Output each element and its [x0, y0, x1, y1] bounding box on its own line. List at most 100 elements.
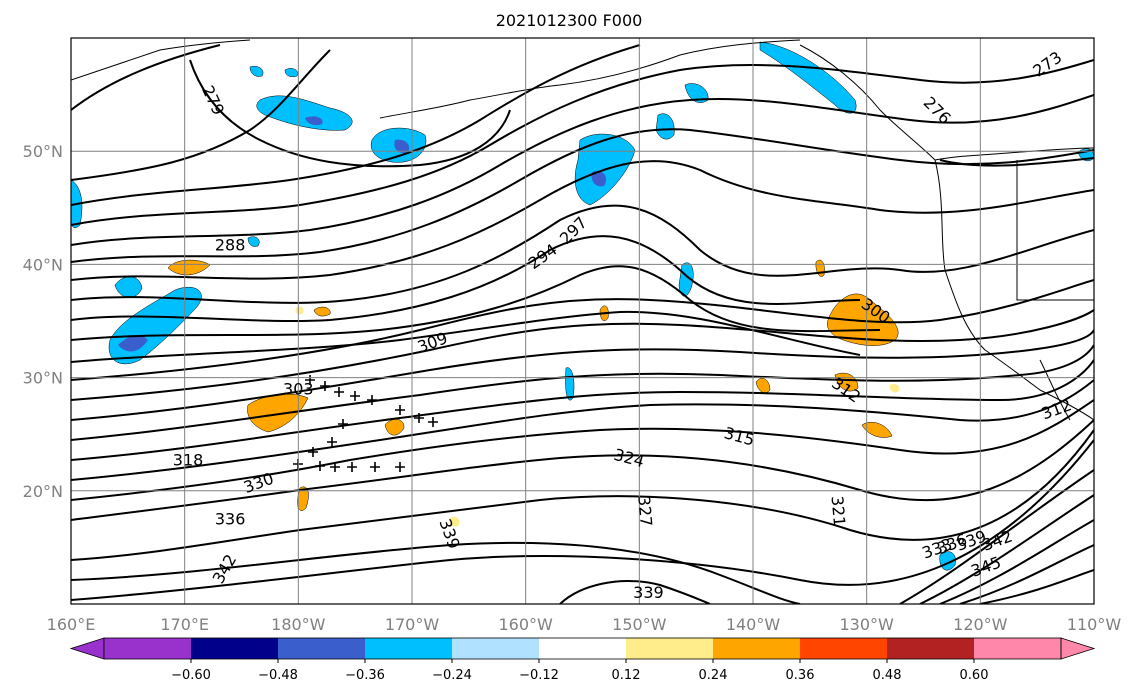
neg-patch: [565, 367, 575, 401]
contour-line: [71, 204, 1094, 304]
contour-line: [71, 265, 881, 341]
y-tick-label: 20°N: [23, 482, 63, 501]
colorbar-extend-low: [69, 637, 105, 660]
y-axis: 20°N 30°N 40°N 50°N: [23, 142, 63, 501]
colorbar: −0.60 −0.48 −0.36 −0.24 −0.12 0.12 0.24 0.36 0.4…: [69, 637, 1096, 683]
neg-patch: [284, 68, 298, 77]
contour-line: [71, 59, 1094, 226]
x-tick-label: 160°E: [47, 615, 96, 634]
coastlines: [71, 39, 1094, 421]
chart-title: 2021012300 F000: [496, 11, 643, 30]
pos-patch: [313, 306, 331, 317]
y-tick-label: 30°N: [23, 369, 63, 388]
colorbar-tick-label: 0.60: [960, 668, 989, 683]
colorbar-segment: [800, 638, 887, 659]
contour-lines: [71, 44, 1094, 604]
contour-line: [71, 44, 641, 206]
colorbar-tick-label: 0.36: [786, 668, 815, 683]
pos-patch: [889, 383, 900, 393]
contour-line: [71, 279, 1094, 381]
colorbar-segment: [365, 638, 452, 659]
colorbar-segment: [626, 638, 713, 659]
contour-line: [939, 157, 1094, 167]
pos-patch: [295, 306, 304, 315]
colorbar-tick-label: −0.48: [258, 668, 298, 683]
x-tick-label: 170°E: [160, 615, 209, 634]
plus-marker: [338, 419, 348, 429]
coastline: [379, 39, 801, 119]
contour-line: [189, 59, 511, 168]
colorbar-segment: [713, 638, 800, 659]
plot-frame: [70, 37, 1095, 605]
x-axis: 160°E 170°E 180°W 170°W 160°W 150°W 140°W 130°W…: [47, 615, 1122, 634]
y-tick-label: 50°N: [23, 142, 63, 161]
colorbar-extend-high: [1060, 637, 1096, 660]
pos-patch: [755, 378, 771, 393]
plus-marker: [370, 462, 380, 472]
plus-marker: [414, 413, 424, 423]
contour-line: [71, 329, 1094, 421]
plus-marker: [350, 391, 360, 401]
plus-marker: [367, 395, 377, 405]
plus-marker: [395, 462, 405, 472]
contour-line: [71, 310, 861, 363]
neg-patch: [655, 113, 675, 140]
plus-marker: [347, 462, 357, 472]
x-tick-label: 160°W: [498, 615, 553, 634]
plus-marker: [305, 375, 315, 385]
plus-marker: [320, 381, 330, 391]
coastline: [1039, 359, 1071, 421]
pos-patch: [167, 259, 211, 276]
contour-line: [71, 439, 1094, 601]
colorbar-tick-label: −0.24: [432, 668, 472, 683]
neg-patch-core: [591, 170, 607, 187]
x-tick-label: 170°W: [385, 615, 440, 634]
colorbar-segment: [191, 638, 278, 659]
contour-line: [71, 94, 1094, 246]
neg-patch: [759, 41, 857, 114]
colorbar-tick-label: −0.60: [171, 668, 211, 683]
x-tick-label: 110°W: [1067, 615, 1122, 634]
neg-patch-core: [394, 139, 410, 153]
coastline: [799, 44, 1094, 421]
contour-line: [71, 128, 1094, 263]
colorbar-segment: [974, 638, 1061, 659]
colorbar-frame: [103, 637, 1062, 660]
colorbar-segment: [452, 638, 539, 659]
contour-line: [71, 235, 861, 323]
x-tick-label: 140°W: [726, 615, 781, 634]
x-tick-label: 120°W: [953, 615, 1008, 634]
plus-marker: [327, 437, 337, 447]
contour-label: 336: [215, 510, 246, 529]
coastline: [1016, 160, 1094, 301]
plus-marker: [334, 387, 344, 397]
contour-line: [71, 541, 801, 604]
contour-line: [71, 399, 1094, 501]
pos-patch: [861, 421, 893, 438]
contour-line: [71, 160, 1094, 281]
pos-patch: [297, 486, 309, 511]
colorbar-tick-label: 0.48: [873, 668, 902, 683]
neg-patch-core: [118, 335, 148, 352]
contour-label: 288: [215, 236, 246, 255]
contour-line: [71, 359, 1094, 461]
colorbar-tick-label: 0.12: [612, 668, 641, 683]
neg-patch: [247, 236, 260, 247]
contour-label: 339: [633, 583, 664, 602]
colorbar-segment: [104, 638, 191, 659]
neg-patch-core: [305, 116, 323, 126]
coastline: [71, 39, 251, 81]
neg-patch: [249, 66, 264, 77]
plus-markers: [293, 375, 438, 472]
contour-line: [71, 379, 1094, 481]
plus-marker: [308, 447, 318, 457]
pos-patch: [449, 516, 460, 527]
neg-patch: [114, 276, 143, 298]
contour-line: [71, 49, 331, 181]
contour-line: [71, 429, 1094, 561]
contour-label: 327: [634, 495, 656, 527]
contour-label: 318: [173, 451, 204, 470]
colorbar-tick-label: −0.36: [345, 668, 385, 683]
plus-marker: [315, 461, 325, 471]
plus-marker: [428, 417, 438, 427]
